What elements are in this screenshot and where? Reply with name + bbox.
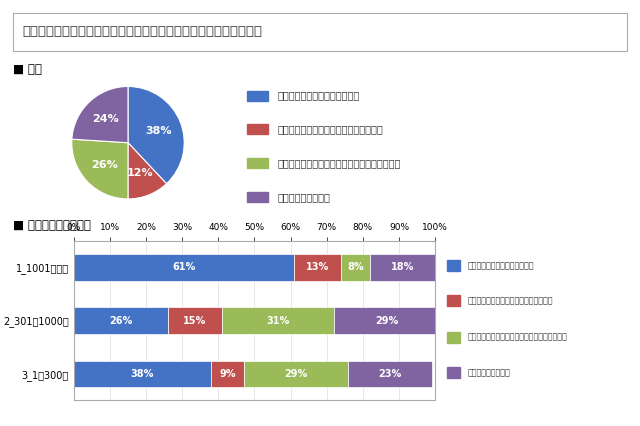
Text: 26%: 26% [91,160,118,170]
Bar [247,91,268,101]
Bar [211,360,244,387]
Wedge shape [72,139,128,199]
Text: 12%: 12% [127,168,154,178]
Bar [247,124,268,134]
Text: 春入学・秋入学の両方を設けた方がいいと思う: 春入学・秋入学の両方を設けた方がいいと思う [467,333,567,342]
Text: 13%: 13% [306,262,330,272]
Text: どちらとも言えない: どちらとも言えない [278,192,331,202]
Text: どちらとも言えない: どちらとも言えない [467,368,510,377]
Text: ■ 全体: ■ 全体 [13,63,42,76]
Text: 31%: 31% [266,316,289,325]
Bar [74,360,211,387]
Text: 26%: 26% [109,316,132,325]
Bar [74,307,168,334]
Bar [334,307,439,334]
Text: 38%: 38% [145,126,172,136]
Wedge shape [128,86,184,184]
Bar [168,307,222,334]
Text: 29%: 29% [375,316,398,325]
Bar [447,367,460,378]
Bar [247,158,268,168]
Text: 「秋入学」は良いことだと思う: 「秋入学」は良いことだと思う [278,91,360,101]
FancyBboxPatch shape [13,13,627,51]
Bar [370,254,435,281]
Bar [447,295,460,306]
Bar [348,360,431,387]
Bar [447,332,460,343]
Text: 23%: 23% [378,369,402,379]
Bar [222,307,334,334]
Text: これまで通りの「春入学」でいいと思う: これまで通りの「春入学」でいいと思う [467,296,553,305]
Text: 「秋入学」は良いことだと思う: 「秋入学」は良いことだと思う [467,261,534,270]
Wedge shape [72,86,128,143]
Text: 24%: 24% [92,114,119,124]
Text: 61%: 61% [172,262,195,272]
Text: 15%: 15% [183,316,206,325]
Text: 8%: 8% [348,262,364,272]
Bar [294,254,341,281]
Text: 9%: 9% [219,369,236,379]
Bar [341,254,370,281]
Text: 18%: 18% [391,262,414,272]
Bar [74,254,294,281]
Bar [447,260,460,271]
Text: ■ 事業規模による内訳: ■ 事業規模による内訳 [13,219,91,232]
Wedge shape [128,143,166,199]
Bar [247,192,268,202]
Text: これまで通りの「春入学」でいいと思う: これまで通りの「春入学」でいいと思う [278,124,383,134]
Text: 東京大学の「秋入学へ全面移行」検討の動きをどう思われますか。: 東京大学の「秋入学へ全面移行」検討の動きをどう思われますか。 [22,26,262,38]
Text: 29%: 29% [284,369,308,379]
Text: 春入学・秋入学の両方を設けた方がいいと思う: 春入学・秋入学の両方を設けた方がいいと思う [278,158,401,168]
Text: 38%: 38% [131,369,154,379]
Bar [244,360,348,387]
